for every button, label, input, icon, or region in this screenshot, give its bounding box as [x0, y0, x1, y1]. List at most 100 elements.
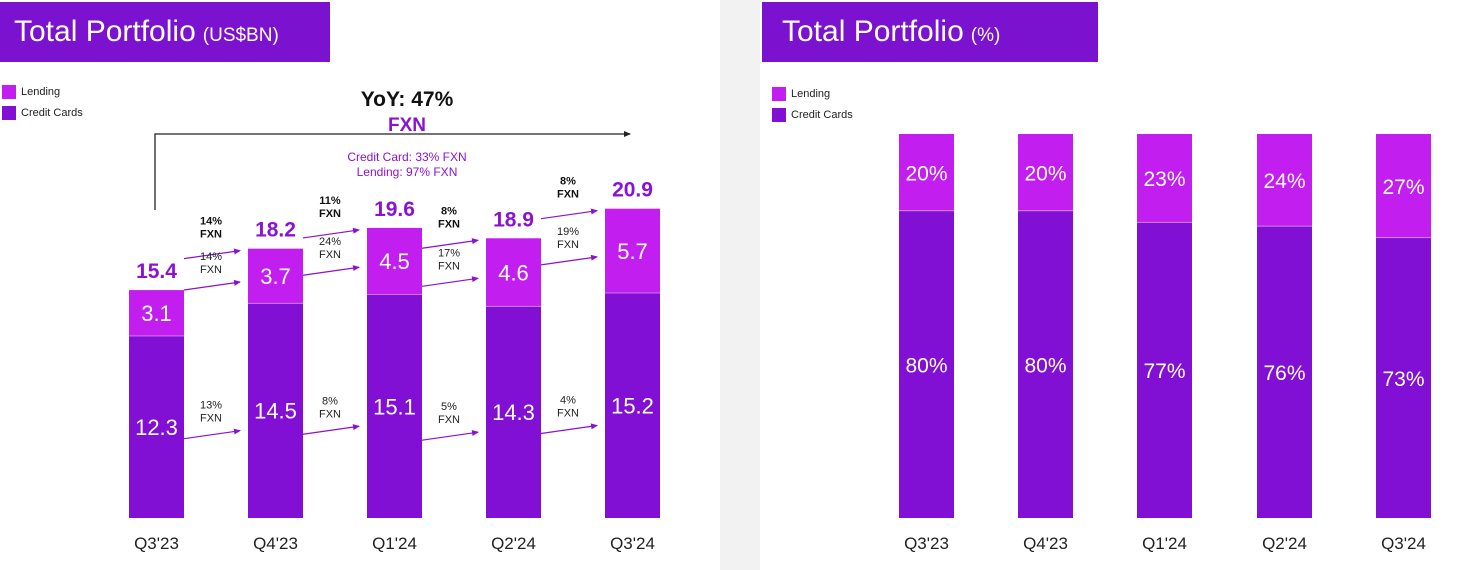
bar-lending — [486, 238, 541, 307]
legend-label-credit-cards: Credit Cards — [21, 106, 83, 119]
x-tick-label: Q4'23 — [1023, 534, 1068, 553]
growth-lending-fxn: FXN — [557, 239, 579, 251]
data-label-lending-pct: 23% — [1143, 168, 1185, 191]
bar-credit-cards-pct — [1137, 222, 1192, 518]
growth-credit-cards-pct: 5% — [441, 401, 457, 413]
data-label-lending: 3.1 — [141, 301, 172, 326]
data-label-total: 18.2 — [255, 219, 296, 242]
data-label-credit-cards-pct: 80% — [1024, 354, 1066, 377]
growth-lending-fxn: FXN — [200, 264, 222, 276]
growth-total-arrow — [421, 238, 479, 249]
bar-credit-cards-pct — [1257, 226, 1312, 518]
growth-total-fxn: FXN — [438, 218, 460, 230]
growth-total-arrow — [302, 227, 360, 239]
data-label-credit-cards: 14.3 — [492, 400, 535, 425]
legend-item-lending: Lending — [2, 81, 83, 102]
data-label-credit-cards: 14.5 — [254, 399, 297, 424]
bar-lending — [129, 290, 184, 336]
data-label-total: 19.6 — [374, 198, 415, 221]
bar-lending — [367, 227, 422, 295]
bar-lending — [248, 248, 303, 304]
growth-total-pct: 8% — [441, 205, 457, 217]
growth-credit-cards-arrow — [540, 423, 598, 435]
data-label-credit-cards: 12.3 — [135, 415, 178, 440]
data-label-lending-pct: 24% — [1263, 170, 1305, 193]
x-tick-label: Q1'24 — [372, 534, 417, 553]
bar-lending-pct — [1376, 134, 1431, 238]
data-label-lending-pct: 20% — [1024, 162, 1066, 185]
legend-item-credit-cards: Credit Cards — [2, 102, 83, 123]
growth-lending-pct: 19% — [557, 226, 579, 238]
growth-total-pct: 8% — [560, 176, 576, 188]
data-label-lending-pct: 20% — [905, 162, 947, 185]
growth-total-fxn: FXN — [200, 229, 222, 241]
left-title: Total Portfolio — [14, 15, 196, 48]
data-label-lending: 5.7 — [617, 239, 648, 264]
legend-item-credit-cards-pct: Credit Cards — [772, 104, 853, 125]
growth-total-arrow — [540, 208, 598, 220]
growth-lending-arrow — [183, 279, 241, 291]
growth-lending-arrow — [421, 276, 479, 287]
right-title: Total Portfolio — [782, 15, 964, 48]
portfolio-usd-chart: 12.3 3.1 15.4 Q3'23 14.5 3.7 18.2 Q4'23 15.1 4.5 1… — [129, 88, 660, 553]
growth-credit-cards-arrow — [421, 430, 479, 441]
bar-lending — [605, 208, 660, 294]
bar-credit-cards-pct — [899, 210, 954, 519]
x-tick-label: Q3'24 — [1381, 534, 1426, 553]
legend-swatch-credit-cards-pct — [772, 107, 786, 122]
growth-credit-cards-pct: 8% — [322, 395, 338, 407]
x-tick-label: Q3'24 — [610, 534, 655, 553]
growth-credit-cards-fxn: FXN — [557, 408, 579, 420]
data-label-credit-cards-pct: 77% — [1143, 360, 1185, 383]
data-label-total: 18.9 — [493, 208, 534, 231]
growth-lending-pct: 14% — [200, 251, 222, 263]
bar-credit-cards — [486, 306, 541, 518]
yoy-detail-lending: Lending: 97% FXN — [357, 165, 458, 179]
bar-lending-pct — [1137, 134, 1192, 223]
yoy-fxn: FXN — [388, 115, 426, 136]
data-label-credit-cards-pct: 76% — [1263, 362, 1305, 385]
x-tick-label: Q2'24 — [1262, 534, 1307, 553]
legend-swatch-credit-cards — [2, 105, 16, 120]
legend-swatch-lending — [2, 84, 16, 99]
right-panel: Total Portfolio (%) Lending Credit Cards… — [760, 0, 1483, 570]
x-tick-label: Q3'23 — [134, 534, 179, 553]
data-label-credit-cards: 15.2 — [611, 394, 654, 419]
growth-credit-cards-fxn: FXN — [200, 413, 222, 425]
growth-lending-arrow — [540, 254, 598, 266]
left-panel: Total Portfolio (US$BN) Lending Credit C… — [0, 0, 720, 570]
bar-credit-cards-pct — [1376, 237, 1431, 518]
x-tick-label: Q3'23 — [904, 534, 949, 553]
growth-total-pct: 14% — [200, 216, 222, 228]
left-title-bar: Total Portfolio (US$BN) — [0, 2, 330, 62]
legend-swatch-lending-pct — [772, 86, 786, 101]
yoy-detail-credit-card: Credit Card: 33% FXN — [347, 150, 466, 164]
left-legend: Lending Credit Cards — [2, 81, 83, 123]
growth-total-pct: 11% — [319, 195, 341, 207]
bar-credit-cards — [605, 293, 660, 518]
bar-lending-pct — [1018, 134, 1073, 211]
legend-label-lending-pct: Lending — [791, 87, 831, 100]
growth-total-fxn: FXN — [557, 189, 579, 201]
growth-lending-pct: 17% — [438, 247, 460, 259]
data-label-lending: 4.6 — [498, 260, 529, 285]
data-label-total: 20.9 — [612, 179, 653, 202]
data-label-lending: 3.7 — [260, 264, 291, 289]
left-title-unit: (US$BN) — [202, 24, 279, 46]
growth-total-fxn: FXN — [319, 208, 341, 220]
data-label-lending: 4.5 — [379, 249, 410, 274]
legend-label-lending: Lending — [21, 85, 61, 98]
bar-lending-pct — [1257, 134, 1312, 227]
growth-credit-cards-pct: 4% — [560, 395, 576, 407]
bar-credit-cards-pct — [1018, 210, 1073, 519]
right-title-bar: Total Portfolio (%) — [762, 2, 1098, 62]
x-tick-label: Q4'23 — [253, 534, 298, 553]
bar-credit-cards — [367, 294, 422, 518]
growth-credit-cards-pct: 13% — [200, 400, 222, 412]
growth-credit-cards-fxn: FXN — [319, 408, 341, 420]
growth-credit-cards-fxn: FXN — [438, 414, 460, 426]
growth-lending-arrow — [302, 265, 360, 276]
growth-lending-fxn: FXN — [319, 249, 341, 261]
growth-credit-cards-arrow — [302, 424, 360, 435]
yoy-headline: YoY: 47% — [361, 88, 454, 111]
